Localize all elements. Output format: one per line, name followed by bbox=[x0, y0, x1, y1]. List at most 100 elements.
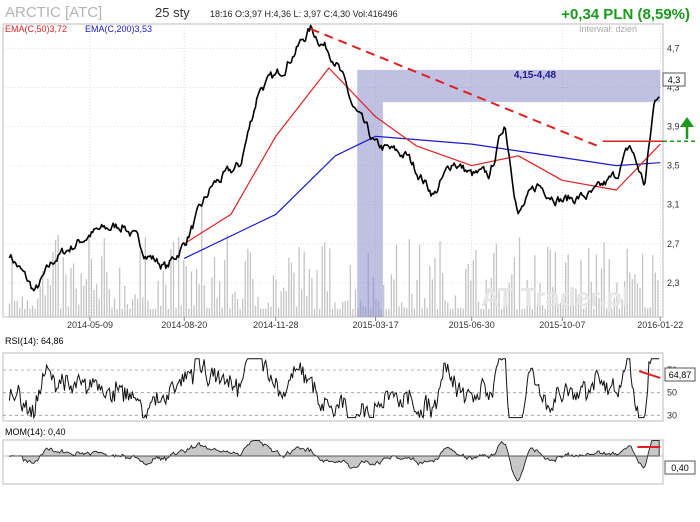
volume-bar bbox=[290, 262, 293, 317]
volume-bar bbox=[218, 281, 221, 317]
volume-bar bbox=[185, 266, 187, 317]
volume-bar bbox=[388, 308, 390, 317]
volume-bar bbox=[500, 308, 503, 317]
rsi-tick-label: 30 bbox=[667, 410, 677, 420]
volume-bar bbox=[13, 301, 16, 317]
volume-bar bbox=[526, 279, 528, 317]
volume-bar bbox=[541, 305, 544, 317]
volume-bar bbox=[467, 264, 469, 317]
ema50-legend: EMA(C,50)3,72 bbox=[5, 24, 67, 34]
volume-bar bbox=[534, 255, 536, 317]
volume-bar bbox=[154, 308, 157, 317]
volume-bar bbox=[480, 308, 482, 317]
volume-bar bbox=[459, 307, 462, 317]
volume-bar bbox=[249, 252, 252, 317]
volume-bar bbox=[354, 289, 357, 317]
volume-bar bbox=[470, 280, 472, 317]
time-tick-label: 2014-05-09 bbox=[67, 320, 113, 330]
highlight-period bbox=[357, 102, 383, 317]
volume-bar bbox=[26, 300, 29, 317]
volume-bar bbox=[608, 259, 610, 317]
volume-bar bbox=[557, 306, 559, 317]
volume-bar bbox=[641, 253, 644, 317]
instrument-title: ARCTIC [ATC] bbox=[5, 4, 102, 21]
volume-bar bbox=[562, 299, 564, 317]
volume-bar bbox=[395, 244, 398, 317]
volume-bar bbox=[149, 308, 152, 317]
volume-bar bbox=[208, 308, 211, 317]
volume-bar bbox=[349, 264, 352, 317]
volume-bar bbox=[188, 308, 190, 317]
volume-bar bbox=[403, 307, 405, 317]
volume-bar bbox=[83, 285, 85, 317]
volume-bar bbox=[252, 279, 254, 317]
volume-bar bbox=[201, 205, 203, 317]
price-tick-label: 3,5 bbox=[667, 161, 680, 171]
mom-value-box bbox=[664, 460, 696, 475]
last-price-label: 4,3 bbox=[668, 75, 681, 85]
volume-bar bbox=[495, 243, 498, 317]
volume-bar bbox=[582, 308, 585, 317]
volume-bar bbox=[647, 308, 649, 317]
volume-bar bbox=[259, 308, 262, 317]
volume-bar bbox=[308, 268, 310, 317]
time-tick-label: 2014-08-20 bbox=[161, 320, 207, 330]
momentum-series bbox=[3, 439, 663, 482]
volume-bar bbox=[247, 248, 249, 317]
volume-bar bbox=[144, 237, 146, 317]
volume-bar bbox=[436, 308, 439, 317]
volume-bar bbox=[93, 289, 95, 317]
volume-bar bbox=[547, 246, 549, 317]
volume-bar bbox=[383, 284, 385, 317]
volume-bar bbox=[398, 306, 400, 317]
ema200-path bbox=[183, 135, 661, 259]
volume-bar bbox=[198, 284, 200, 317]
volume-bar bbox=[172, 242, 175, 317]
quote-line: 18:16 O:3,97 H:4,36 L: 3,97 C:4,30 Vol:4… bbox=[210, 9, 398, 19]
volume-bar bbox=[539, 283, 541, 317]
volume-bar bbox=[552, 286, 554, 317]
volume-bar bbox=[434, 257, 436, 317]
rsi-line bbox=[8, 358, 660, 420]
volume-bar bbox=[183, 260, 185, 317]
volume-bar bbox=[195, 268, 198, 317]
interval-text: Interwał: dzień bbox=[579, 24, 637, 34]
volume-bar bbox=[429, 266, 431, 317]
rsi-tick-label: 50 bbox=[667, 388, 677, 398]
volume-bar bbox=[54, 239, 57, 317]
volume-bar bbox=[618, 308, 621, 317]
mom-legend: MOM(14): 0,40 bbox=[5, 427, 66, 437]
volume-bar bbox=[267, 302, 269, 317]
volume-bar bbox=[439, 240, 441, 317]
volume-bar bbox=[449, 308, 451, 317]
volume-bar bbox=[272, 275, 275, 317]
volume-bar bbox=[108, 289, 111, 317]
change-text: +0,34 PLN (8,59%) bbox=[561, 6, 690, 23]
volume-bar bbox=[303, 251, 305, 317]
volume-bar bbox=[385, 308, 387, 317]
volume-bar bbox=[306, 296, 308, 317]
volume-bar bbox=[634, 274, 636, 317]
volume-bar bbox=[11, 254, 13, 317]
volume-bar bbox=[603, 242, 605, 317]
volume-bar bbox=[121, 308, 123, 317]
volume-bar bbox=[493, 252, 495, 317]
volume-bar bbox=[49, 284, 52, 317]
volume-bar bbox=[131, 298, 134, 317]
volume-bar bbox=[565, 262, 567, 317]
volume-bar bbox=[413, 308, 416, 317]
volume-bar bbox=[424, 298, 426, 317]
volume-bar bbox=[134, 294, 136, 317]
volume-bar bbox=[580, 259, 582, 317]
volume-bar bbox=[157, 280, 159, 317]
volume-bar bbox=[80, 273, 82, 317]
price-tick-label: 2,7 bbox=[667, 239, 680, 249]
volume-bar bbox=[19, 308, 21, 317]
price-path bbox=[8, 24, 660, 292]
volume-bar bbox=[636, 283, 639, 317]
watermark: AT Trader.pl bbox=[481, 282, 629, 312]
volume-bar bbox=[431, 279, 434, 317]
volume-bar bbox=[34, 308, 36, 317]
mom-area bbox=[8, 439, 660, 482]
volume-bar bbox=[475, 249, 477, 317]
